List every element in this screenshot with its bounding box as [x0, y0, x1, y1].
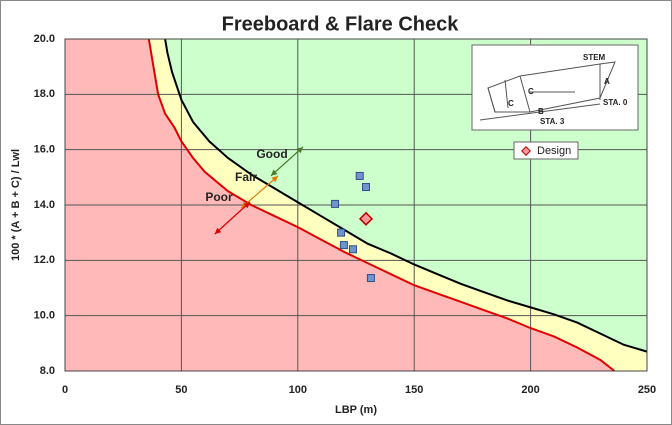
- y-tick-label: 16.0: [34, 144, 55, 156]
- inset-label: STA. 0: [603, 98, 628, 107]
- arrow-head: [214, 227, 222, 234]
- zone-label: Fair: [235, 170, 257, 184]
- inset-label: STA. 3: [540, 117, 565, 126]
- inset-box: [471, 44, 639, 131]
- inset-sketch: [479, 61, 616, 121]
- y-tick-label: 20.0: [34, 33, 55, 45]
- x-axis-label: LBP (m): [335, 404, 377, 416]
- zone-label: Good: [256, 147, 287, 161]
- x-tick-label: 150: [405, 384, 423, 396]
- y-tick-label: 10.0: [34, 310, 55, 322]
- data-point: [362, 183, 371, 192]
- inset-labels: STEM A C C B STA. 0 STA. 3: [508, 53, 628, 126]
- boundary-line: [164, 38, 648, 353]
- data-point: [366, 274, 375, 283]
- boundary-line: [147, 38, 616, 372]
- arrow-head: [271, 169, 278, 176]
- overlay: STEM A C C B STA. 0 STA. 3 Design Good Fa…: [205, 44, 639, 235]
- inset-label: C: [528, 87, 534, 96]
- data-point: [355, 171, 364, 180]
- inset-label: B: [538, 107, 544, 116]
- legend-box: [513, 141, 579, 160]
- inset-label: C: [508, 99, 514, 108]
- arrow-head: [296, 147, 303, 154]
- zone-arrow: [240, 175, 279, 209]
- inset-label: STEM: [583, 53, 606, 62]
- zone-arrow: [270, 146, 304, 177]
- data-point: [337, 228, 346, 237]
- y-tick-label: 8.0: [40, 365, 55, 377]
- data-point: [331, 199, 340, 208]
- x-tick-label: 50: [175, 384, 187, 396]
- legend-label: Design: [537, 145, 571, 157]
- arrow-head: [271, 176, 278, 183]
- design-point: [358, 211, 374, 226]
- y-tick-label: 14.0: [34, 199, 55, 211]
- x-tick-label: 100: [289, 384, 307, 396]
- x-tick-label: 200: [521, 384, 539, 396]
- legend-marker: [521, 146, 531, 156]
- data-point: [348, 245, 357, 254]
- arrow-head: [243, 202, 250, 209]
- chart-title: Freeboard & Flare Check: [222, 13, 460, 35]
- zone-arrow: [214, 201, 251, 235]
- y-tick-label: 18.0: [34, 88, 55, 100]
- y-axis-label: 100 * (A + B + C) / Lwl: [10, 149, 22, 261]
- plot-border: [64, 38, 648, 372]
- inset-label: A: [604, 77, 610, 86]
- zone-fill: [65, 39, 615, 371]
- x-tick-label: 250: [638, 384, 656, 396]
- data-point: [339, 241, 348, 250]
- y-tick-label: 12.0: [34, 254, 55, 266]
- x-tick-label: 0: [62, 384, 68, 396]
- zone-label: Poor: [205, 190, 233, 204]
